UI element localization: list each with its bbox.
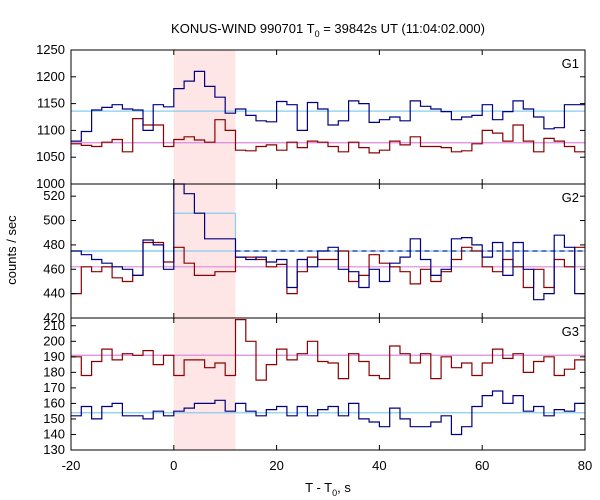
y-tick-label: 520 bbox=[43, 188, 65, 203]
xlabel-subscript: 0 bbox=[332, 488, 337, 498]
y-axis-label: counts / sec bbox=[4, 215, 19, 285]
y-tick-label: 1100 bbox=[37, 122, 65, 137]
blue-histogram-series bbox=[71, 183, 585, 301]
panel-label: G2 bbox=[562, 190, 579, 205]
x-tick-label: 40 bbox=[372, 458, 386, 473]
y-tick-label: 1050 bbox=[36, 149, 65, 164]
y-tick-label: 1200 bbox=[36, 69, 65, 84]
y-tick-label: 140 bbox=[43, 426, 65, 441]
panel-frame bbox=[70, 317, 586, 451]
x-tick-label: 20 bbox=[269, 458, 283, 473]
red-histogram-series bbox=[71, 319, 585, 381]
y-tick-label: 150 bbox=[43, 411, 65, 426]
blue-histogram-series bbox=[71, 390, 585, 436]
y-tick-label: 1150 bbox=[37, 96, 65, 111]
y-tick-label: 210 bbox=[43, 318, 65, 333]
y-tick-label: 190 bbox=[43, 349, 65, 364]
x-tick-label: 60 bbox=[475, 458, 489, 473]
y-tick-label: 170 bbox=[43, 380, 65, 395]
x-tick-label: -20 bbox=[62, 458, 81, 473]
plot-area: 1000 1050 1100 1150 1200 1250 G1 420 440 460 480 50… bbox=[36, 42, 592, 473]
y-tick-label: 460 bbox=[43, 261, 65, 276]
panel-label: G3 bbox=[562, 324, 579, 339]
title-subscript: 0 bbox=[315, 29, 320, 39]
chart-title: KONUS-WIND 990701 T0 = 39842s UT (11:04:… bbox=[171, 21, 485, 39]
y-tick-label: 180 bbox=[43, 364, 65, 379]
panel-g1: 1000 1050 1100 1150 1200 1250 G1 bbox=[36, 42, 586, 191]
x-tick-label: 80 bbox=[578, 458, 592, 473]
y-tick-label: 130 bbox=[43, 442, 65, 457]
y-tick-label: 440 bbox=[43, 286, 65, 301]
x-axis-label: T - T0, s bbox=[305, 480, 351, 498]
blue-histogram-series bbox=[71, 70, 585, 142]
panel-label: G1 bbox=[562, 56, 579, 71]
y-tick-label: 480 bbox=[43, 237, 65, 252]
x-tick-label: 0 bbox=[170, 458, 177, 473]
panel-g2: 420 440 460 480 500 520 G2 bbox=[43, 183, 586, 325]
highlight-interval-band bbox=[173, 50, 236, 450]
y-tick-label: 200 bbox=[43, 333, 65, 348]
y-tick-label: 160 bbox=[43, 395, 65, 410]
y-tick-label: 1250 bbox=[36, 42, 65, 57]
red-histogram-series bbox=[71, 118, 585, 154]
y-tick-label: 500 bbox=[43, 213, 65, 228]
y-tick-label: 1000 bbox=[36, 176, 65, 191]
y-tick-label: 420 bbox=[43, 310, 65, 325]
